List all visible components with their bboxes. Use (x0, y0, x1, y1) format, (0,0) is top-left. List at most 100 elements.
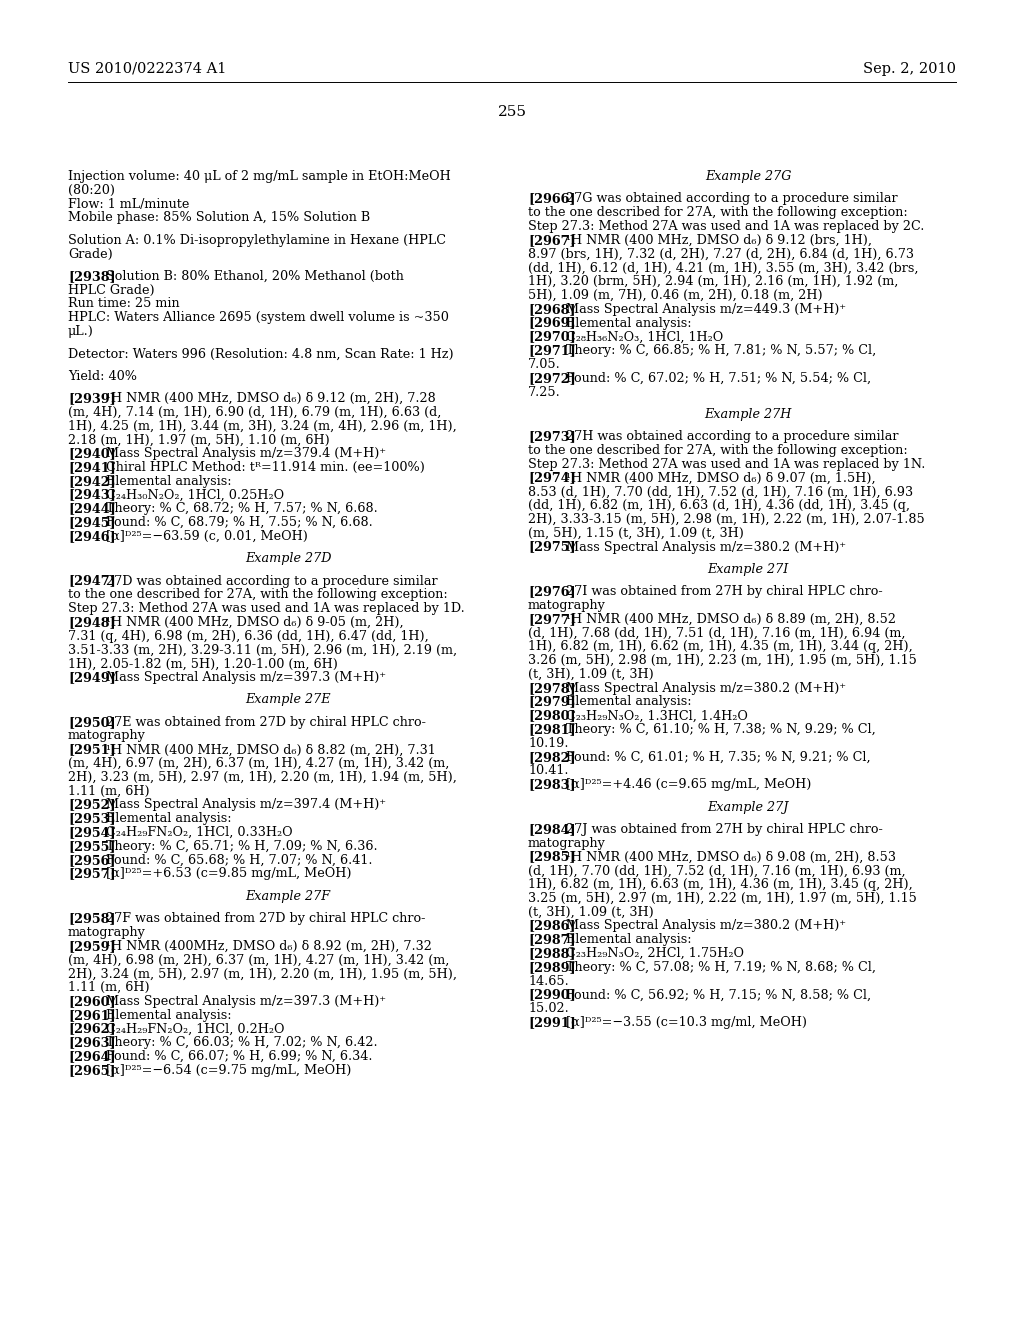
Text: (m, 5H), 1.15 (t, 3H), 1.09 (t, 3H): (m, 5H), 1.15 (t, 3H), 1.09 (t, 3H) (528, 527, 743, 540)
Text: Solution B: 80% Ethanol, 20% Methanol (both: Solution B: 80% Ethanol, 20% Methanol (b… (106, 269, 403, 282)
Text: 3.51-3.33 (m, 2H), 3.29-3.11 (m, 5H), 2.96 (m, 1H), 2.19 (m,: 3.51-3.33 (m, 2H), 3.29-3.11 (m, 5H), 2.… (68, 643, 457, 656)
Text: [2966]: [2966] (528, 193, 575, 206)
Text: [2956]: [2956] (68, 854, 116, 867)
Text: [2985]: [2985] (528, 850, 575, 863)
Text: [2938]: [2938] (68, 269, 116, 282)
Text: 7.31 (q, 4H), 6.98 (m, 2H), 6.36 (dd, 1H), 6.47 (dd, 1H),: 7.31 (q, 4H), 6.98 (m, 2H), 6.36 (dd, 1H… (68, 630, 429, 643)
Text: 1H), 6.82 (m, 1H), 6.62 (m, 1H), 4.35 (m, 1H), 3.44 (q, 2H),: 1H), 6.82 (m, 1H), 6.62 (m, 1H), 4.35 (m… (528, 640, 912, 653)
Text: C₂₈H₃₆N₂O₃, 1HCl, 1H₂O: C₂₈H₃₆N₂O₃, 1HCl, 1H₂O (566, 330, 723, 343)
Text: [2974]: [2974] (528, 471, 575, 484)
Text: Theory: % C, 66.85; % H, 7.81; % N, 5.57; % Cl,: Theory: % C, 66.85; % H, 7.81; % N, 5.57… (566, 345, 877, 358)
Text: ¹H NMR (400 MHz, DMSO d₆) δ 9.12 (m, 2H), 7.28: ¹H NMR (400 MHz, DMSO d₆) δ 9.12 (m, 2H)… (106, 392, 436, 405)
Text: 15.02.: 15.02. (528, 1002, 568, 1015)
Text: (t, 3H), 1.09 (t, 3H): (t, 3H), 1.09 (t, 3H) (528, 668, 653, 681)
Text: Example 27D: Example 27D (245, 552, 331, 565)
Text: [2968]: [2968] (528, 302, 575, 315)
Text: 2H), 3.24 (m, 5H), 2.97 (m, 1H), 2.20 (m, 1H), 1.95 (m, 5H),: 2H), 3.24 (m, 5H), 2.97 (m, 1H), 2.20 (m… (68, 968, 457, 981)
Text: 1H), 3.20 (brm, 5H), 2.94 (m, 1H), 2.16 (m, 1H), 1.92 (m,: 1H), 3.20 (brm, 5H), 2.94 (m, 1H), 2.16 … (528, 275, 898, 288)
Text: Elemental analysis:: Elemental analysis: (566, 696, 691, 709)
Text: 27F was obtained from 27D by chiral HPLC chro-: 27F was obtained from 27D by chiral HPLC… (106, 912, 425, 925)
Text: μL.): μL.) (68, 325, 94, 338)
Text: Found: % C, 61.01; % H, 7.35; % N, 9.21; % Cl,: Found: % C, 61.01; % H, 7.35; % N, 9.21;… (566, 751, 870, 764)
Text: US 2010/0222374 A1: US 2010/0222374 A1 (68, 62, 226, 77)
Text: [2970]: [2970] (528, 330, 575, 343)
Text: C₂₄H₂₉FN₂O₂, 1HCl, 0.33H₂O: C₂₄H₂₉FN₂O₂, 1HCl, 0.33H₂O (106, 826, 293, 840)
Text: 27G was obtained according to a procedure similar: 27G was obtained according to a procedur… (566, 193, 898, 206)
Text: 14.65.: 14.65. (528, 974, 568, 987)
Text: [2990]: [2990] (528, 989, 575, 1002)
Text: Chiral HPLC Method: tᴿ=11.914 min. (ee=100%): Chiral HPLC Method: tᴿ=11.914 min. (ee=1… (106, 461, 425, 474)
Text: [2969]: [2969] (528, 317, 575, 330)
Text: Example 27G: Example 27G (705, 170, 792, 183)
Text: matography: matography (68, 925, 145, 939)
Text: Solution A: 0.1% Di-isopropylethylamine in Hexane (HPLC: Solution A: 0.1% Di-isopropylethylamine … (68, 234, 446, 247)
Text: [2948]: [2948] (68, 616, 116, 628)
Text: [2965]: [2965] (68, 1064, 116, 1077)
Text: [2953]: [2953] (68, 812, 116, 825)
Text: [2952]: [2952] (68, 799, 116, 812)
Text: Elemental analysis:: Elemental analysis: (106, 475, 231, 487)
Text: Found: % C, 56.92; % H, 7.15; % N, 8.58; % Cl,: Found: % C, 56.92; % H, 7.15; % N, 8.58;… (566, 989, 871, 1002)
Text: 2.18 (m, 1H), 1.97 (m, 5H), 1.10 (m, 6H): 2.18 (m, 1H), 1.97 (m, 5H), 1.10 (m, 6H) (68, 433, 330, 446)
Text: Example 27F: Example 27F (246, 890, 331, 903)
Text: [2940]: [2940] (68, 447, 116, 461)
Text: Theory: % C, 68.72; % H, 7.57; % N, 6.68.: Theory: % C, 68.72; % H, 7.57; % N, 6.68… (106, 503, 378, 515)
Text: Yield: 40%: Yield: 40% (68, 370, 137, 383)
Text: Found: % C, 68.79; % H, 7.55; % N, 6.68.: Found: % C, 68.79; % H, 7.55; % N, 6.68. (106, 516, 373, 529)
Text: [2988]: [2988] (528, 946, 575, 960)
Text: Mass Spectral Analysis m/z=449.3 (M+H)⁺: Mass Spectral Analysis m/z=449.3 (M+H)⁺ (566, 302, 846, 315)
Text: matography: matography (528, 599, 606, 612)
Text: Elemental analysis:: Elemental analysis: (106, 812, 231, 825)
Text: (80:20): (80:20) (68, 183, 115, 197)
Text: Mass Spectral Analysis m/z=397.4 (M+H)⁺: Mass Spectral Analysis m/z=397.4 (M+H)⁺ (106, 799, 386, 812)
Text: to the one described for 27A, with the following exception:: to the one described for 27A, with the f… (528, 444, 907, 457)
Text: C₂₄H₃₀N₂O₂, 1HCl, 0.25H₂O: C₂₄H₃₀N₂O₂, 1HCl, 0.25H₂O (106, 488, 284, 502)
Text: 1H), 4.25 (m, 1H), 3.44 (m, 3H), 3.24 (m, 4H), 2.96 (m, 1H),: 1H), 4.25 (m, 1H), 3.44 (m, 3H), 3.24 (m… (68, 420, 457, 433)
Text: Theory: % C, 65.71; % H, 7.09; % N, 6.36.: Theory: % C, 65.71; % H, 7.09; % N, 6.36… (106, 840, 378, 853)
Text: [α]ᴰ²⁵=−6.54 (c=9.75 mg/mL, MeOH): [α]ᴰ²⁵=−6.54 (c=9.75 mg/mL, MeOH) (106, 1064, 351, 1077)
Text: [2991]: [2991] (528, 1016, 575, 1030)
Text: [2989]: [2989] (528, 961, 575, 974)
Text: [2984]: [2984] (528, 822, 575, 836)
Text: 5H), 1.09 (m, 7H), 0.46 (m, 2H), 0.18 (m, 2H): 5H), 1.09 (m, 7H), 0.46 (m, 2H), 0.18 (m… (528, 289, 822, 302)
Text: C₂₃H₂₉N₃O₂, 1.3HCl, 1.4H₂O: C₂₃H₂₉N₃O₂, 1.3HCl, 1.4H₂O (566, 709, 748, 722)
Text: Mass Spectral Analysis m/z=380.2 (M+H)⁺: Mass Spectral Analysis m/z=380.2 (M+H)⁺ (566, 920, 846, 932)
Text: 1H), 6.82 (m, 1H), 6.63 (m, 1H), 4.36 (m, 1H), 3.45 (q, 2H),: 1H), 6.82 (m, 1H), 6.63 (m, 1H), 4.36 (m… (528, 878, 912, 891)
Text: Step 27.3: Method 27A was used and 1A was replaced by 1D.: Step 27.3: Method 27A was used and 1A wa… (68, 602, 465, 615)
Text: [2976]: [2976] (528, 585, 575, 598)
Text: Found: % C, 67.02; % H, 7.51; % N, 5.54; % Cl,: Found: % C, 67.02; % H, 7.51; % N, 5.54;… (566, 372, 871, 384)
Text: [2942]: [2942] (68, 475, 116, 487)
Text: Step 27.3: Method 27A was used and 1A was replaced by 2C.: Step 27.3: Method 27A was used and 1A wa… (528, 220, 925, 232)
Text: Mass Spectral Analysis m/z=380.2 (M+H)⁺: Mass Spectral Analysis m/z=380.2 (M+H)⁺ (566, 681, 846, 694)
Text: Run time: 25 min: Run time: 25 min (68, 297, 179, 310)
Text: [2946]: [2946] (68, 529, 116, 543)
Text: [α]ᴰ²⁵=−63.59 (c, 0.01, MeOH): [α]ᴰ²⁵=−63.59 (c, 0.01, MeOH) (106, 529, 308, 543)
Text: to the one described for 27A, with the following exception:: to the one described for 27A, with the f… (528, 206, 907, 219)
Text: [2982]: [2982] (528, 751, 575, 764)
Text: matography: matography (528, 837, 606, 850)
Text: (m, 4H), 6.97 (m, 2H), 6.37 (m, 1H), 4.27 (m, 1H), 3.42 (m,: (m, 4H), 6.97 (m, 2H), 6.37 (m, 1H), 4.2… (68, 758, 450, 770)
Text: 255: 255 (498, 106, 526, 119)
Text: Found: % C, 66.07; % H, 6.99; % N, 6.34.: Found: % C, 66.07; % H, 6.99; % N, 6.34. (106, 1051, 373, 1063)
Text: Mobile phase: 85% Solution A, 15% Solution B: Mobile phase: 85% Solution A, 15% Soluti… (68, 211, 370, 224)
Text: [2955]: [2955] (68, 840, 116, 853)
Text: [2959]: [2959] (68, 940, 116, 953)
Text: matography: matography (68, 730, 145, 742)
Text: [2943]: [2943] (68, 488, 116, 502)
Text: [2983]: [2983] (528, 779, 575, 791)
Text: Theory: % C, 66.03; % H, 7.02; % N, 6.42.: Theory: % C, 66.03; % H, 7.02; % N, 6.42… (106, 1036, 378, 1049)
Text: 2H), 3.23 (m, 5H), 2.97 (m, 1H), 2.20 (m, 1H), 1.94 (m, 5H),: 2H), 3.23 (m, 5H), 2.97 (m, 1H), 2.20 (m… (68, 771, 457, 784)
Text: [2951]: [2951] (68, 743, 116, 756)
Text: [2962]: [2962] (68, 1023, 116, 1035)
Text: C₂₃H₂₉N₃O₂, 2HCl, 1.75H₂O: C₂₃H₂₉N₃O₂, 2HCl, 1.75H₂O (566, 946, 744, 960)
Text: [2973]: [2973] (528, 430, 575, 444)
Text: [2949]: [2949] (68, 671, 116, 684)
Text: Sep. 2, 2010: Sep. 2, 2010 (863, 62, 956, 77)
Text: [2954]: [2954] (68, 826, 116, 840)
Text: [2971]: [2971] (528, 345, 575, 358)
Text: Flow: 1 mL/minute: Flow: 1 mL/minute (68, 198, 189, 211)
Text: 27E was obtained from 27D by chiral HPLC chro-: 27E was obtained from 27D by chiral HPLC… (106, 715, 426, 729)
Text: 27I was obtained from 27H by chiral HPLC chro-: 27I was obtained from 27H by chiral HPLC… (566, 585, 883, 598)
Text: Example 27H: Example 27H (705, 408, 792, 421)
Text: Mass Spectral Analysis m/z=397.3 (M+H)⁺: Mass Spectral Analysis m/z=397.3 (M+H)⁺ (106, 671, 386, 684)
